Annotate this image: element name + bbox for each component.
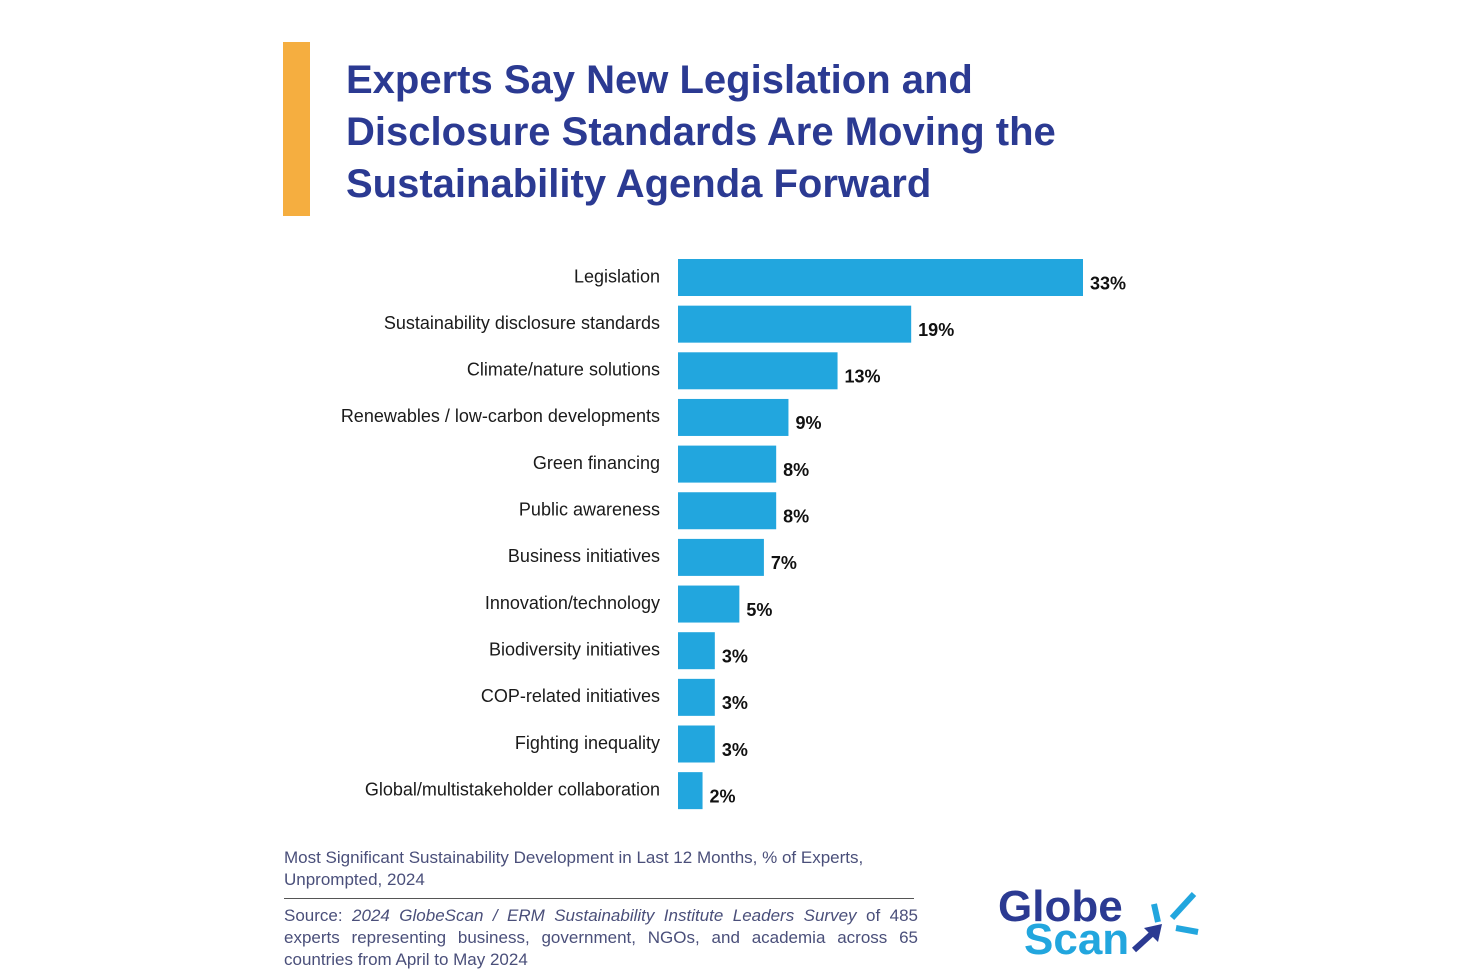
value-label: 5% xyxy=(746,600,772,620)
category-label: Green financing xyxy=(533,453,660,473)
bar xyxy=(678,725,715,763)
value-label: 3% xyxy=(722,693,748,713)
value-label: 7% xyxy=(771,553,797,573)
bar xyxy=(678,305,912,343)
category-label: COP-related initiatives xyxy=(481,686,660,706)
value-label: 3% xyxy=(722,646,748,666)
category-label: Public awareness xyxy=(519,500,660,520)
bar xyxy=(678,632,715,670)
source-rest: of 485 experts representing business, go… xyxy=(284,906,918,969)
value-label: 13% xyxy=(845,367,881,387)
value-label: 8% xyxy=(783,460,809,480)
logo-icon xyxy=(1131,891,1199,953)
value-label: 19% xyxy=(918,320,954,340)
bar xyxy=(678,352,838,390)
category-label: Legislation xyxy=(574,266,660,286)
source-title: 2024 GlobeScan / ERM Sustainability Inst… xyxy=(352,906,857,925)
bar xyxy=(678,259,1083,296)
chart-description: Most Significant Sustainability Developm… xyxy=(284,848,864,889)
category-label: Fighting inequality xyxy=(515,733,660,753)
category-label: Global/multistakeholder collaboration xyxy=(365,779,660,799)
category-label: Innovation/technology xyxy=(485,593,660,613)
value-label: 3% xyxy=(722,740,748,760)
accent-bar xyxy=(283,42,310,216)
chart-title: Experts Say New Legislation and Disclosu… xyxy=(346,58,1056,206)
bar xyxy=(678,445,777,483)
category-label: Climate/nature solutions xyxy=(467,360,660,380)
category-label: Biodiversity initiatives xyxy=(489,639,660,659)
bar xyxy=(678,772,703,810)
category-label: Business initiatives xyxy=(508,546,660,566)
bar xyxy=(678,585,740,623)
bar xyxy=(678,492,777,530)
divider xyxy=(284,898,914,899)
chart: Legislation 33% Sustainability disclosure … xyxy=(341,259,1126,810)
category-label: Sustainability disclosure standards xyxy=(384,313,660,333)
value-label: 8% xyxy=(783,507,809,527)
bar xyxy=(678,678,715,716)
source-prefix: Source: xyxy=(284,906,343,925)
bar xyxy=(678,538,764,576)
logo-text: Globe xyxy=(998,882,1123,931)
bar xyxy=(678,398,789,436)
value-label: 2% xyxy=(710,786,736,806)
value-label: 9% xyxy=(795,413,821,433)
source-note: Source: 2024 GlobeScan / ERM Sustainabil… xyxy=(284,905,918,971)
value-label: 33% xyxy=(1090,273,1126,293)
category-label: Renewables / low-carbon developments xyxy=(341,406,660,426)
logo-text: Scan xyxy=(1024,915,1130,964)
